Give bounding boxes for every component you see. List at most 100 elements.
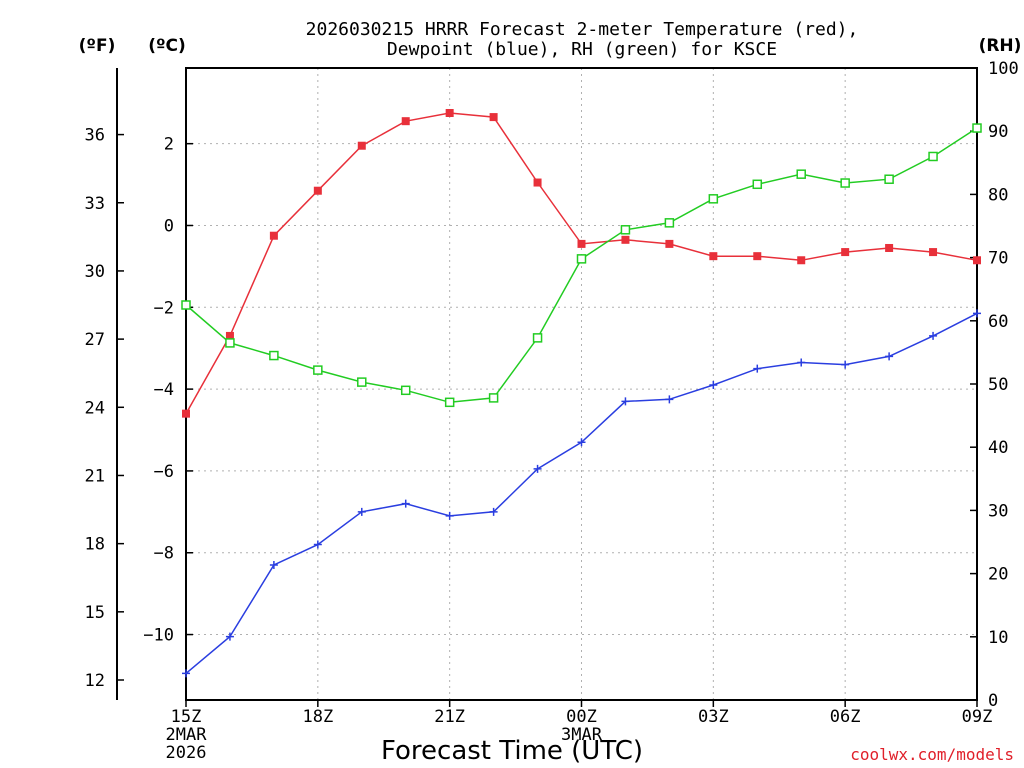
temperature-point: [709, 252, 718, 261]
temperature-point: [929, 248, 938, 257]
fahrenheit-tick-label: 36: [85, 126, 105, 146]
credit-text: coolwx.com/models: [850, 745, 1014, 764]
chart-title-line2: Dewpoint (blue), RH (green) for KSCE: [387, 39, 777, 60]
chart-title-line1: 2026030215 HRRR Forecast 2-meter Tempera…: [306, 19, 859, 40]
x-tick-label: 00Z: [566, 707, 597, 727]
dewpoint-point: [885, 352, 894, 361]
fahrenheit-unit-label: (ºF): [79, 36, 116, 56]
temperature-point: [665, 239, 674, 248]
temperature-point: [357, 141, 366, 150]
celsius-tick-label: −2: [154, 298, 174, 318]
rh-point: [313, 365, 323, 375]
temperature-point: [577, 239, 586, 248]
celsius-unit-label: (ºC): [148, 36, 186, 56]
temperature-point: [445, 108, 454, 117]
temperature-point: [753, 252, 762, 261]
x-tick-label: 03Z: [698, 707, 729, 727]
temperature-point: [313, 186, 322, 195]
rh-point: [444, 397, 455, 408]
rh-point: [972, 123, 982, 133]
rh-tick-label: 30: [988, 501, 1008, 521]
rh-point: [620, 225, 631, 235]
rh-point: [225, 338, 235, 348]
rh-point: [357, 377, 367, 387]
dewpoint-point: [797, 358, 806, 367]
dewpoint-point: [621, 397, 630, 406]
fahrenheit-tick-label: 21: [85, 466, 105, 486]
fahrenheit-tick-label: 18: [85, 535, 105, 555]
rh-line: [185, 127, 978, 404]
temperature-point: [973, 256, 981, 265]
rh-point: [488, 393, 499, 403]
rh-tick-label: 70: [988, 249, 1008, 269]
rh-tick-label: 80: [988, 185, 1008, 205]
dewpoint-point: [357, 507, 366, 516]
dewpoint-point: [929, 331, 938, 340]
temperature-point: [225, 331, 234, 340]
rh-tick-label: 60: [988, 312, 1008, 332]
rh-tick-label: 20: [988, 565, 1008, 585]
celsius-tick-label: 0: [164, 216, 174, 236]
temperature-point: [401, 117, 410, 126]
dewpoint-point: [533, 464, 542, 473]
dewpoint-point: [577, 438, 586, 447]
axes: [116, 67, 978, 701]
dewpoint-point: [753, 364, 762, 373]
x-tick-date-label: 3MAR: [561, 725, 603, 745]
x-tick-label: 21Z: [434, 707, 465, 727]
dewpoint-point: [182, 669, 190, 678]
rh-tick-label: 10: [988, 628, 1008, 648]
dewpoint-point: [841, 360, 850, 369]
fahrenheit-tick-label: 27: [85, 330, 105, 350]
celsius-tick-label: −10: [143, 626, 174, 646]
rh-point: [181, 300, 191, 310]
rh-point: [532, 333, 543, 343]
rh-tick-label: 0: [988, 691, 998, 711]
x-tick-year-label: 2026: [166, 743, 207, 763]
dewpoint-point: [269, 561, 278, 570]
rh-point: [796, 169, 806, 179]
dewpoint-point: [313, 540, 322, 549]
rh-point: [400, 385, 411, 396]
dewpoint-point: [445, 511, 454, 520]
rh-point: [752, 179, 763, 190]
temperature-point: [797, 256, 806, 265]
dewpoint-point: [401, 499, 410, 508]
fahrenheit-tick-label: 15: [85, 603, 105, 623]
rh-tick-label: 50: [988, 375, 1008, 395]
rh-point: [576, 254, 587, 264]
dewpoint-point: [973, 309, 981, 318]
temperature-point: [489, 113, 498, 122]
x-axis-label: Forecast Time (UTC): [381, 736, 643, 766]
gridlines: [186, 68, 977, 700]
dewpoint-line: [185, 312, 978, 674]
rh-tick-label: 40: [988, 438, 1008, 458]
dewpoint-point: [709, 381, 718, 390]
x-tick-date-label: 2MAR: [166, 725, 208, 745]
temperature-point: [885, 243, 894, 252]
data-series: [181, 108, 982, 678]
celsius-tick-label: −8: [154, 544, 174, 564]
fahrenheit-tick-label: 24: [85, 398, 105, 418]
rh-point: [884, 174, 894, 184]
rh-point: [708, 194, 719, 204]
rh-point: [664, 218, 675, 228]
x-tick-label: 15Z: [171, 707, 202, 727]
temperature-point: [533, 178, 542, 187]
fahrenheit-tick-label: 12: [85, 671, 105, 691]
fahrenheit-tick-label: 33: [85, 194, 105, 214]
rh-point: [840, 178, 850, 188]
x-tick-label: 09Z: [962, 707, 993, 727]
rh-tick-label: 90: [988, 122, 1008, 142]
dewpoint-point: [489, 507, 498, 516]
celsius-tick-label: −6: [154, 462, 174, 482]
x-tick-label: 06Z: [830, 707, 861, 727]
temperature-point: [841, 248, 850, 257]
x-tick-label: 18Z: [302, 707, 333, 727]
rh-tick-label: 100: [988, 59, 1019, 79]
fahrenheit-tick-label: 30: [85, 262, 105, 282]
dewpoint-point: [665, 395, 674, 404]
rh-point: [269, 350, 279, 361]
rh-unit-label: (RH): [979, 36, 1022, 56]
